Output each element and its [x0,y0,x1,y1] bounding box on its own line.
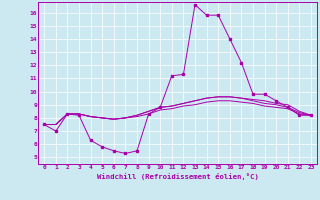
X-axis label: Windchill (Refroidissement éolien,°C): Windchill (Refroidissement éolien,°C) [97,173,259,180]
